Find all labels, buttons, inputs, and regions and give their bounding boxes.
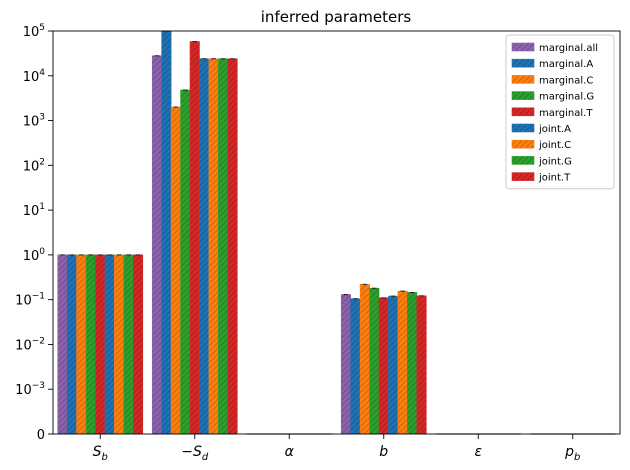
legend-label: marginal.all <box>539 43 598 54</box>
plot-frame <box>52 30 621 435</box>
legend-label: joint.C <box>538 140 571 151</box>
legend-swatch <box>511 172 535 181</box>
legend-swatch <box>511 139 535 149</box>
bar-marginal-C-3 <box>359 284 370 435</box>
y-tick-label: 102 <box>23 157 45 174</box>
bar-joint-A-3 <box>388 295 399 435</box>
bar-marginal-A-1 <box>161 30 172 435</box>
y-tick-label: 10−1 <box>15 292 45 309</box>
bar-marginal-C-1 <box>170 106 181 435</box>
y-tick-label: 100 <box>23 247 46 264</box>
legend-label: marginal.G <box>539 92 594 103</box>
bar-marginal-all-3 <box>340 294 351 435</box>
bar-joint-C-3 <box>397 290 408 435</box>
x-tick-label: b <box>379 444 388 460</box>
bar-marginal-T-1 <box>189 41 200 435</box>
y-tick-label: 104 <box>23 68 46 85</box>
legend-swatch <box>511 107 535 117</box>
y-tick-label: 101 <box>23 202 45 219</box>
bar-marginal-G-3 <box>369 287 380 435</box>
bar-joint-C-1 <box>208 58 219 435</box>
bar-joint-T-0 <box>133 254 144 435</box>
legend: marginal.all marginal.A marginal.C marginal… <box>505 34 615 190</box>
bar-joint-G-0 <box>123 254 134 435</box>
legend-label: joint.T <box>538 173 571 184</box>
bar-marginal-A-3 <box>350 298 361 435</box>
legend-label: marginal.T <box>539 108 593 119</box>
bar-joint-G-1 <box>218 58 229 435</box>
bar-marginal-T-0 <box>95 254 106 435</box>
legend-swatch <box>511 91 535 100</box>
y-tick-label: 10−3 <box>15 381 45 398</box>
legend-box <box>505 34 615 190</box>
legend-label: marginal.C <box>539 75 593 86</box>
y-tick-label: 103 <box>23 113 45 130</box>
bar-joint-T-3 <box>416 295 427 435</box>
x-tick-label: Sb <box>93 444 108 463</box>
bar-marginal-G-1 <box>180 89 191 435</box>
bar-joint-G-3 <box>407 292 418 435</box>
bar-joint-T-1 <box>227 58 238 435</box>
legend-swatch <box>511 58 535 68</box>
bar-joint-A-1 <box>199 58 210 435</box>
x-tick-label: −Sd <box>181 444 209 463</box>
legend-label: marginal.A <box>539 59 593 70</box>
bar-marginal-all-0 <box>57 254 68 435</box>
x-tick-label: α <box>285 444 295 460</box>
legend-label: joint.G <box>538 156 572 167</box>
ticks-layer: 0 10−3 10−2 10−1 100 101 102 103 104 105 Sb −Sd α b ε p… <box>15 23 580 463</box>
bar-marginal-all-1 <box>151 55 162 435</box>
bar-marginal-T-3 <box>378 297 389 435</box>
legend-swatch <box>511 75 535 84</box>
y-tick-label: 105 <box>23 23 45 40</box>
y-tick-label: 0 <box>37 428 45 443</box>
bar-joint-C-0 <box>114 254 125 435</box>
legend-swatch <box>511 42 535 52</box>
legend-label: joint.A <box>538 124 571 135</box>
x-tick-label: pb <box>564 444 580 463</box>
legend-swatch <box>511 123 535 133</box>
bar-marginal-A-0 <box>66 254 77 435</box>
x-tick-label: ε <box>474 444 482 460</box>
bar-joint-A-0 <box>104 254 115 435</box>
bar-marginal-G-0 <box>85 254 96 435</box>
y-tick-label: 10−2 <box>15 336 45 353</box>
chart-title: inferred parameters <box>261 8 412 26</box>
legend-swatch <box>511 156 535 165</box>
bar-marginal-C-0 <box>76 254 87 435</box>
